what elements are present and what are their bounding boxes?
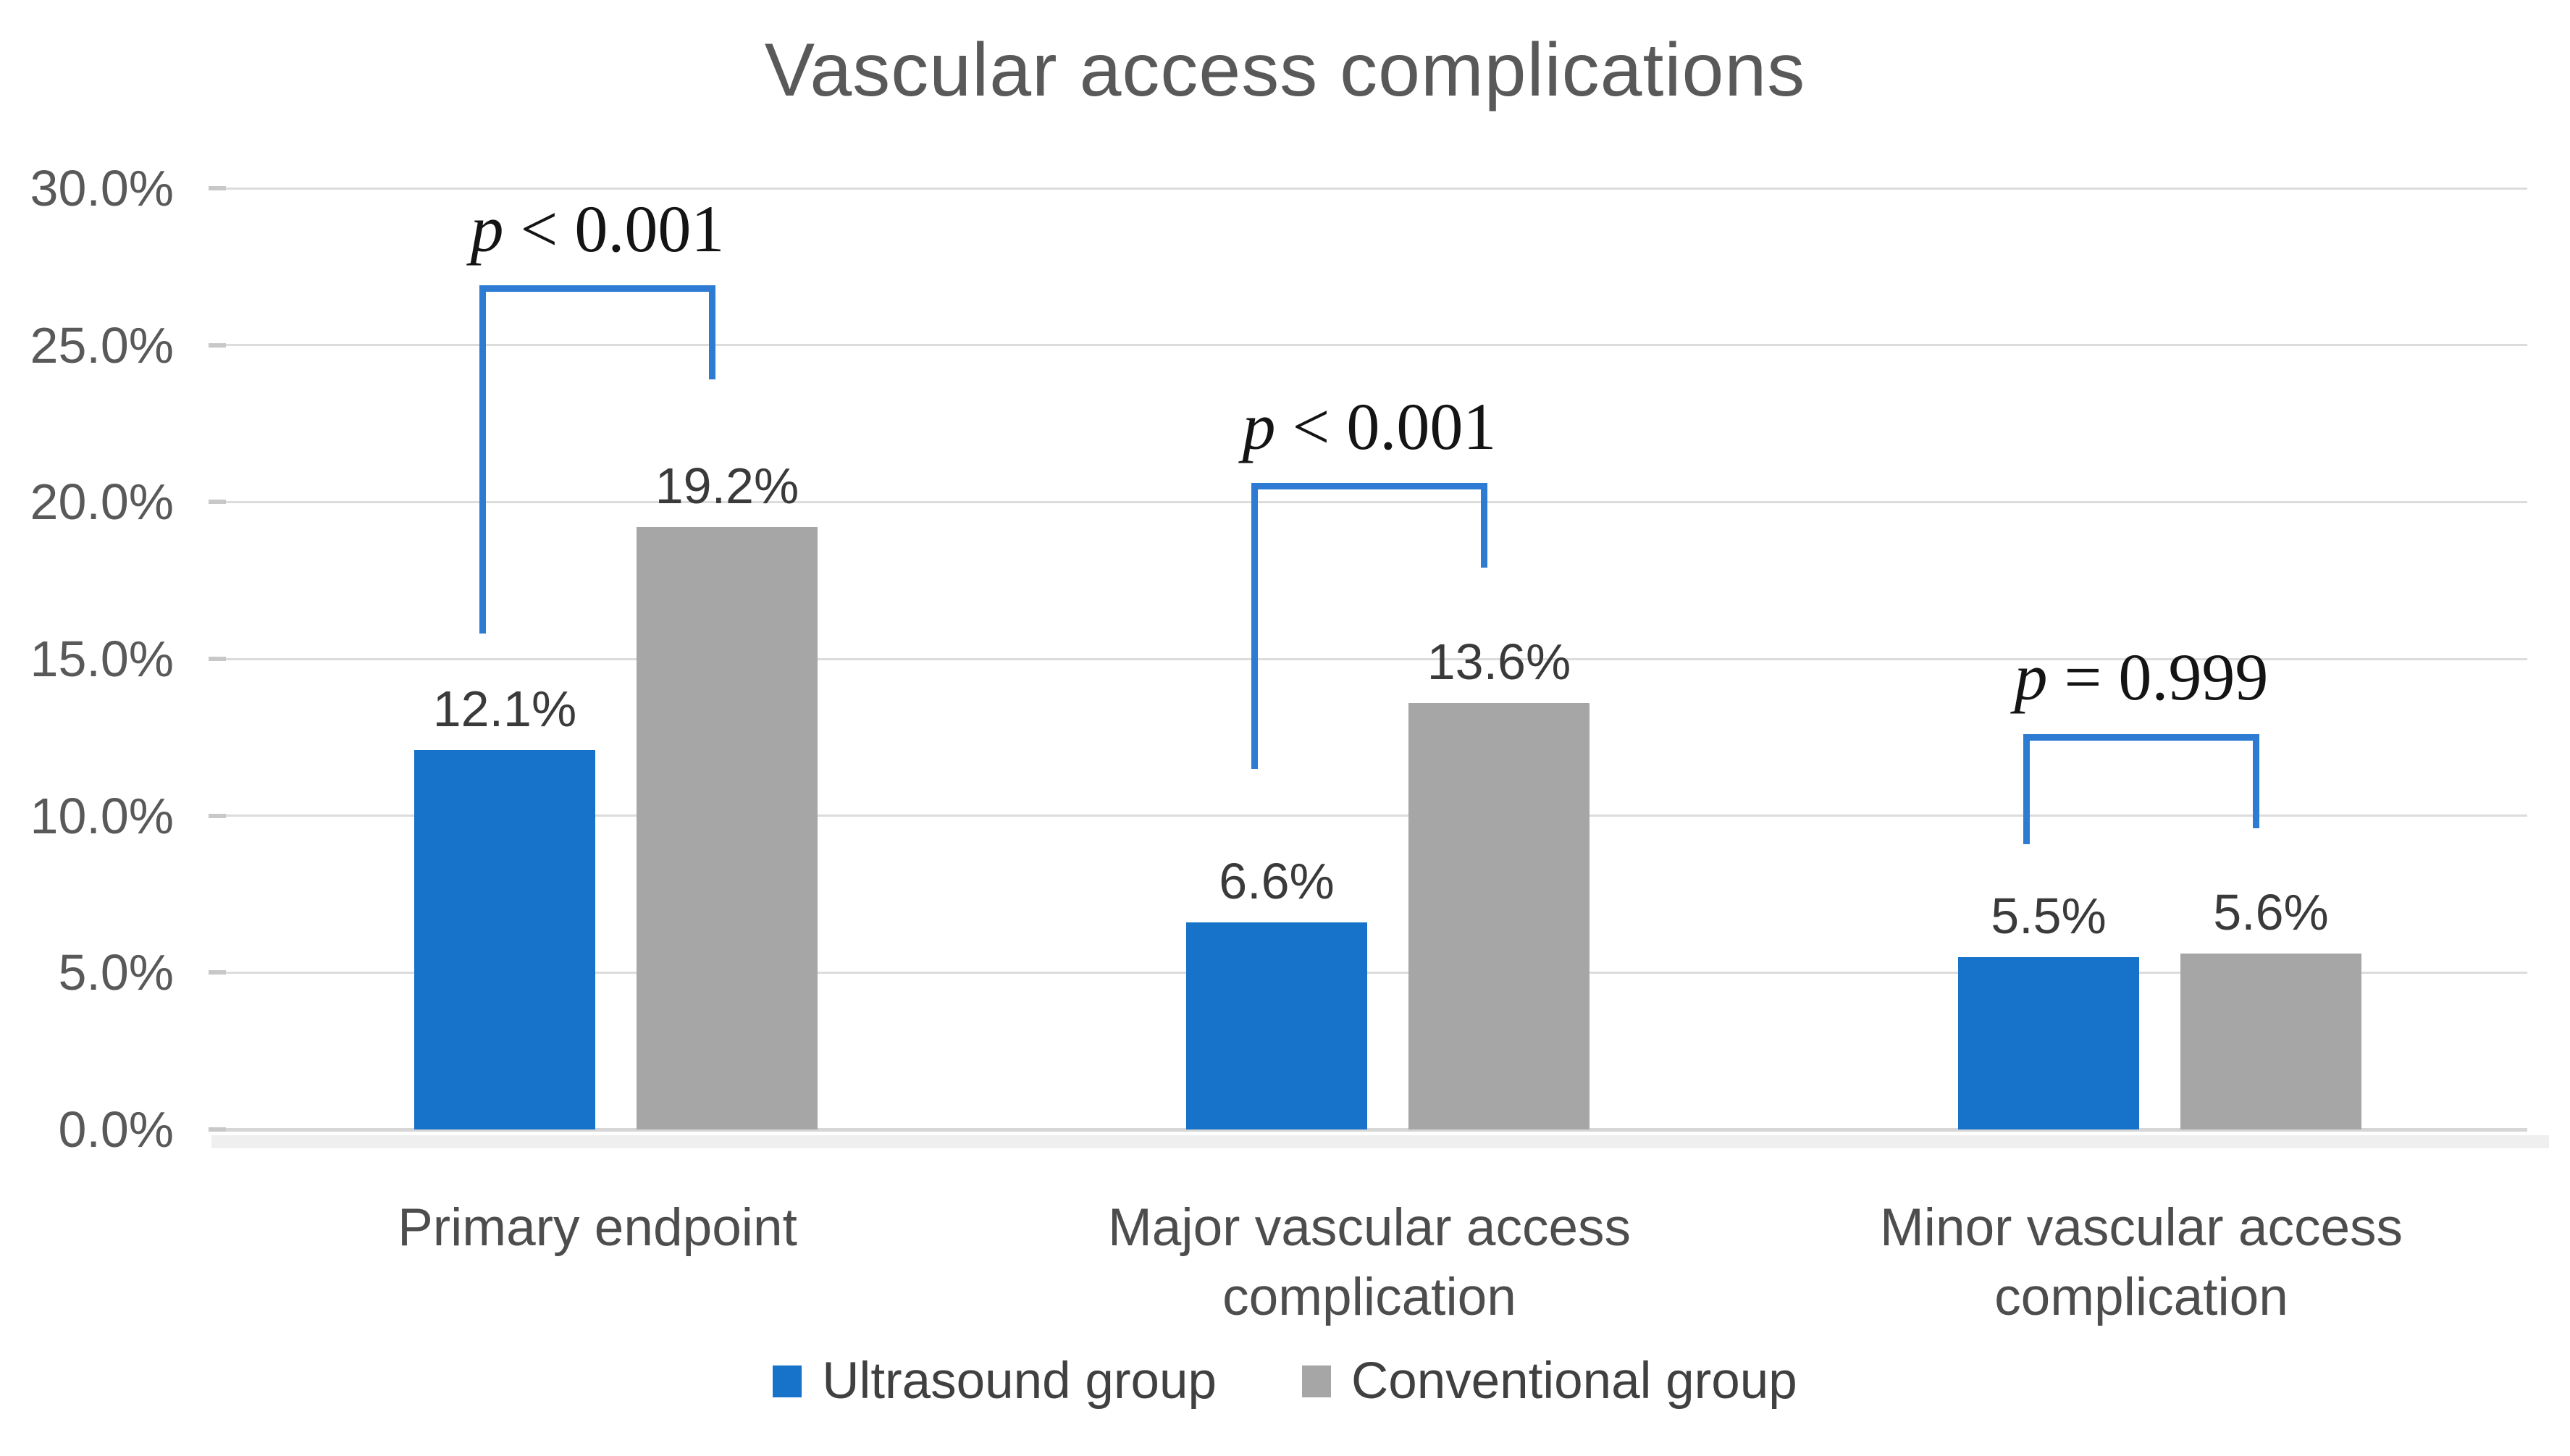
p-value-text: = 0.999 (2047, 640, 2269, 714)
y-tick-label: 30.0% (30, 160, 174, 216)
y-tick-label: 5.0% (58, 944, 174, 1001)
y-tick-label: 25.0% (30, 317, 174, 374)
category-label-line: complication (1222, 1268, 1516, 1326)
legend-label: Ultrasound group (822, 1352, 1217, 1410)
category-label-line: Major vascular access (1107, 1198, 1632, 1257)
y-tick-label: 10.0% (30, 788, 174, 844)
significance-bracket-left-drop (2023, 734, 2030, 844)
y-tick-label: 20.0% (30, 474, 174, 530)
significance-bracket-left-drop (1251, 483, 1258, 769)
y-tick-mark (209, 343, 226, 348)
ultrasound-group-bar-primary-endpoint (414, 750, 595, 1129)
category-label-primary-endpoint: Primary endpoint (211, 1193, 983, 1263)
ultrasound-group-bar-major-vascular-access-complication (1186, 922, 1367, 1129)
category-label-line: complication (1994, 1268, 2288, 1326)
legend: Ultrasound group Conventional group (0, 1352, 2570, 1410)
conventional-group-bar-major-vascular-access-complication (1408, 703, 1590, 1129)
significance-bracket-top (2023, 734, 2259, 741)
p-symbol: p (1242, 390, 1276, 463)
y-tick-mark (209, 500, 226, 504)
y-gridline (211, 658, 2527, 660)
bar-value-label: 12.1% (432, 681, 577, 737)
p-value-label: p < 0.001 (1080, 391, 1659, 462)
bar-value-label: 6.6% (1219, 853, 1335, 909)
legend-swatch-conventional-group (1301, 1365, 1331, 1397)
y-tick-mark (209, 1127, 226, 1132)
significance-bracket-right-drop (1481, 483, 1487, 568)
legend-item-ultrasound-group: Ultrasound group (773, 1352, 1217, 1410)
bar-value-label: 13.6% (1427, 634, 1571, 690)
category-label-major-vascular-access-complication: Major vascular access complication (983, 1193, 1755, 1332)
p-value-label: p = 0.999 (1852, 641, 2431, 712)
category-label-line: Minor vascular access (1879, 1198, 2403, 1257)
bar-value-label: 5.6% (2213, 884, 2329, 940)
y-gridline (211, 1128, 2527, 1132)
p-symbol: p (2014, 640, 2048, 714)
y-gridline (211, 188, 2527, 190)
y-gridline (211, 344, 2527, 346)
p-value-label: p < 0.001 (308, 193, 887, 264)
significance-bracket-top (479, 285, 715, 292)
axis-shadow-line (211, 1135, 2549, 1148)
bar-value-label: 5.5% (1991, 888, 2107, 944)
legend-label: Conventional group (1351, 1352, 1797, 1410)
y-gridline (211, 501, 2527, 503)
p-symbol: p (470, 192, 504, 266)
y-tick-mark (209, 657, 226, 661)
conventional-group-bar-primary-endpoint (637, 527, 818, 1129)
bar-value-label: 19.2% (655, 458, 799, 514)
y-tick-mark (209, 814, 226, 818)
significance-bracket-right-drop (2253, 734, 2259, 828)
p-value-text: < 0.001 (1275, 390, 1497, 463)
y-tick-label: 0.0% (58, 1101, 174, 1158)
legend-item-conventional-group: Conventional group (1301, 1352, 1797, 1410)
conventional-group-bar-minor-vascular-access-complication (2180, 954, 2361, 1129)
y-tick-label: 15.0% (30, 631, 174, 687)
p-value-text: < 0.001 (503, 192, 725, 266)
y-gridline (211, 972, 2527, 974)
legend-swatch-ultrasound-group (773, 1365, 802, 1397)
category-label-minor-vascular-access-complication: Minor vascular access complication (1755, 1193, 2527, 1332)
y-tick-mark (209, 970, 226, 975)
category-label-line: Primary endpoint (398, 1198, 797, 1257)
y-gridline (211, 815, 2527, 817)
ultrasound-group-bar-minor-vascular-access-complication (1958, 957, 2139, 1129)
chart-title: Vascular access complications (764, 28, 1806, 112)
y-tick-mark (209, 186, 226, 190)
significance-bracket-left-drop (479, 285, 486, 634)
significance-bracket-top (1251, 483, 1487, 489)
significance-bracket-right-drop (709, 285, 715, 379)
